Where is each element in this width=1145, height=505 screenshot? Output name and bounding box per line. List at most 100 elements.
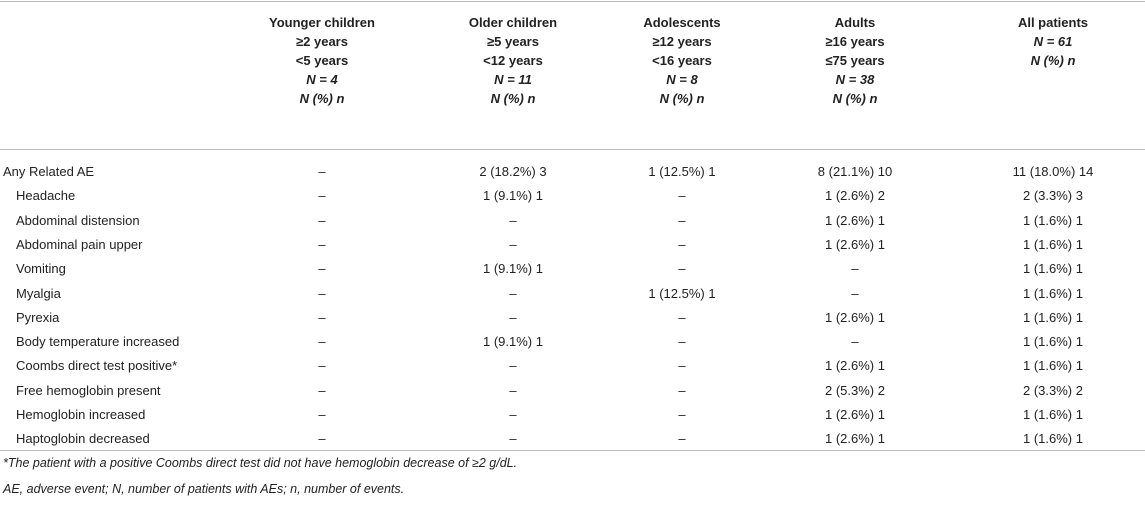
table-cell: – [678,358,686,374]
row-label: Abdominal distension [16,212,140,228]
column-header: N = 4 [306,72,338,87]
table-cell: – [678,261,686,277]
table-cell: – [678,188,686,204]
table-cell: 1 (2.6%) 1 [825,236,885,252]
table-cell: 1 (2.6%) 1 [825,431,885,447]
row-label: Body temperature increased [16,334,180,350]
table-cell: 1 (12.5%) 1 [648,164,716,179]
table-cell: 2 (3.3%) 3 [1023,188,1083,204]
table-cell: – [509,382,517,398]
table-cell: – [509,431,517,447]
table-cell: – [851,285,859,301]
table-cell: 1 (2.6%) 1 [825,212,885,228]
table-cell: – [509,212,517,228]
row-label: Any Related AE [3,164,95,179]
table-cell: – [851,261,859,277]
row-label: Abdominal pain upper [16,236,143,252]
column-header: ≥2 years [296,34,348,49]
table-cell: 2 (18.2%) 3 [479,164,547,179]
table-cell: – [678,407,686,422]
table-cell: 1 (12.5%) 1 [648,285,716,301]
table-cell: – [318,236,326,252]
table-cell: – [318,334,326,350]
table-cell: – [318,212,326,228]
table-cell: 1 (1.6%) 1 [1023,212,1083,228]
column-header: N (%) n [490,91,536,106]
table-cell: 11 (18.0%) 14 [1012,164,1094,179]
column-header: Older children [468,15,558,30]
row-label: Free hemoglobin present [16,382,161,398]
column-header: <12 years [483,53,543,68]
row-label: Pyrexia [16,309,60,325]
table-cell: 2 (5.3%) 2 [825,382,885,398]
table-cell: – [318,285,326,301]
table-cell: 1 (2.6%) 1 [825,407,885,422]
table-cell: – [678,309,686,325]
rule [0,450,1145,451]
table-cell: – [509,358,517,374]
column-header: N = 11 [494,72,532,87]
row-label: Coombs direct test positive* [16,358,178,374]
table-cell: 1 (1.6%) 1 [1023,334,1083,350]
table-cell: 1 (1.6%) 1 [1023,285,1083,301]
column-header: ≤75 years [825,53,885,68]
column-header: <5 years [295,53,349,68]
table-cell: – [509,407,517,422]
table-cell: – [318,431,326,447]
table-cell: – [678,431,686,447]
row-label: Myalgia [16,285,61,301]
table-cell: – [318,164,326,179]
row-label: Hemoglobin increased [16,407,146,422]
column-header: N = 8 [666,72,698,87]
table-cell: 1 (1.6%) 1 [1023,236,1083,252]
table-cell: – [318,358,326,374]
table-cell: – [509,285,517,301]
table-cell: – [678,334,686,350]
table-cell: – [678,382,686,398]
table-cell: 1 (1.6%) 1 [1023,431,1083,447]
rule [0,1,1145,2]
table-cell: 1 (2.6%) 1 [825,358,885,374]
column-header: ≥12 years [652,34,712,49]
column-header: N (%) n [659,91,705,106]
footnote: *The patient with a positive Coombs dire… [3,456,518,470]
table-cell: 1 (9.1%) 1 [483,261,543,277]
column-header: <16 years [652,53,712,68]
table-cell: – [678,212,686,228]
column-header: N = 61 [1033,34,1073,49]
table-cell: 1 (1.6%) 1 [1023,261,1083,277]
table-cell: – [318,309,326,325]
table-cell: – [851,334,859,350]
table-cell: 1 (1.6%) 1 [1023,309,1083,325]
column-header: All patients [1017,15,1089,30]
table-cell: 1 (1.6%) 1 [1023,407,1083,422]
table-cell: – [318,407,326,422]
table-cell: 8 (21.1%) 10 [817,164,893,179]
column-header: N (%) n [299,91,345,106]
row-label: Vomiting [16,261,66,277]
column-header: ≥5 years [487,34,539,49]
row-label: Haptoglobin decreased [16,431,150,447]
column-header: N = 38 [835,72,875,87]
column-header: Adolescents [643,15,721,30]
table-cell: – [318,382,326,398]
table-cell: 1 (9.1%) 1 [483,188,543,204]
table-cell: – [509,309,517,325]
rule [0,149,1145,150]
table-cell: – [678,236,686,252]
row-label: Headache [16,188,76,204]
table-cell: – [509,236,517,252]
table-cell: 2 (3.3%) 2 [1023,382,1083,398]
table-cell: – [318,188,326,204]
column-header: ≥16 years [825,34,885,49]
column-header: Younger children [269,15,375,30]
table-cell: – [318,261,326,277]
footnote: AE, adverse event; N, number of patients… [3,482,405,496]
table-cell: 1 (1.6%) 1 [1023,358,1083,374]
table-cell: 1 (2.6%) 1 [825,309,885,325]
column-header: Adults [834,15,876,30]
table-cell: 1 (2.6%) 2 [825,188,885,204]
column-header: N (%) n [832,91,878,106]
table-cell: 1 (9.1%) 1 [483,334,543,350]
